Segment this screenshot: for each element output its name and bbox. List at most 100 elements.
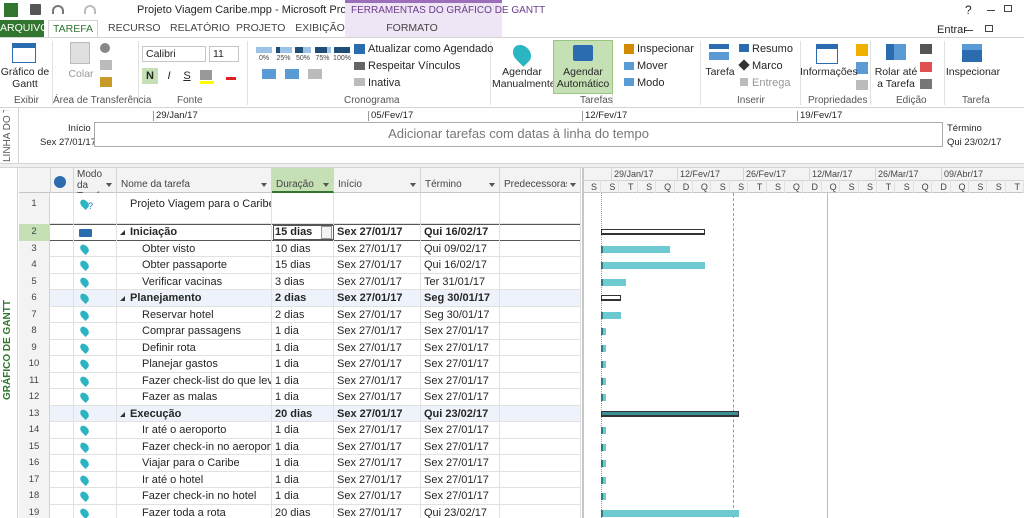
task-start[interactable]: Sex 27/01/17 — [337, 391, 402, 403]
task-finish[interactable]: Sex 27/01/17 — [424, 391, 489, 403]
percent-complete-button[interactable]: 75% — [315, 55, 330, 62]
task-name[interactable]: Obter visto — [142, 242, 196, 255]
ribbon-command[interactable]: Entrega — [752, 77, 791, 89]
percent-complete-button[interactable]: 100% — [333, 55, 351, 62]
ribbon-command[interactable]: Atualizar como Agendado — [368, 43, 494, 55]
task-start[interactable]: Sex 27/01/17 — [337, 242, 402, 255]
table-row[interactable] — [19, 323, 581, 340]
table-row[interactable] — [19, 193, 581, 224]
percent-complete-button[interactable]: 50% — [295, 55, 310, 62]
column-header[interactable]: Modo da Tarefa — [77, 169, 105, 193]
collapse-triangle[interactable] — [120, 296, 125, 301]
column-header[interactable]: Término — [425, 179, 462, 190]
task-name[interactable]: Fazer check-in no aeroporto — [142, 440, 271, 453]
task-name[interactable]: Obter passaporte — [142, 259, 227, 271]
table-row[interactable] — [19, 273, 581, 290]
table-row[interactable] — [19, 504, 581, 518]
table-row[interactable] — [19, 306, 581, 323]
sign-in[interactable]: Entrar — [937, 24, 967, 36]
ribbon-tab[interactable]: FORMATO — [386, 22, 438, 34]
task-name[interactable]: Comprar passagens — [142, 325, 242, 337]
table-row[interactable] — [19, 372, 581, 389]
row-id[interactable]: 16 — [19, 455, 50, 472]
ribbon-tab[interactable]: RELATÓRIO — [170, 22, 230, 34]
task-start[interactable]: Sex 27/01/17 — [337, 325, 402, 337]
help-button[interactable]: ? — [965, 3, 972, 17]
table-row[interactable] — [19, 455, 581, 472]
task-finish[interactable]: Qui 16/02/17 — [424, 259, 487, 271]
task-start[interactable]: Sex 27/01/17 — [337, 407, 403, 420]
task-duration[interactable]: 20 dias — [275, 407, 313, 420]
task-name[interactable]: Definir rota — [142, 341, 196, 354]
task-duration[interactable]: 2 dias — [275, 308, 305, 321]
column-header[interactable]: Início — [338, 179, 362, 190]
table-row[interactable] — [19, 405, 581, 422]
task-start[interactable]: Sex 27/01/17 — [337, 374, 402, 387]
task-finish[interactable]: Sex 27/01/17 — [424, 374, 489, 387]
task-start[interactable]: Sex 27/01/17 — [337, 473, 402, 486]
underline-button[interactable]: S — [183, 70, 191, 82]
ribbon-command[interactable]: Marco — [752, 60, 783, 72]
task-finish[interactable]: Sex 27/01/17 — [424, 341, 489, 354]
ribbon-button-label[interactable]: Rolar até a Tarefa — [874, 66, 918, 90]
task-start[interactable]: Sex 27/01/17 — [337, 358, 402, 370]
task-start[interactable]: Sex 27/01/17 — [337, 275, 402, 288]
task-finish[interactable]: Sex 27/01/17 — [424, 325, 489, 337]
task-duration[interactable]: 1 dia — [275, 341, 299, 354]
ribbon-command[interactable]: Inspecionar — [637, 43, 694, 55]
task-name[interactable]: Execução — [130, 407, 182, 420]
task-name[interactable]: Planejamento — [130, 292, 202, 304]
task-finish[interactable]: Seg 30/01/17 — [424, 308, 490, 321]
task-duration[interactable]: 15 dias — [275, 259, 311, 271]
column-header[interactable]: Predecessoras — [504, 179, 567, 190]
filter-arrow[interactable] — [323, 183, 329, 187]
row-id[interactable]: 7 — [19, 306, 50, 323]
filter-arrow[interactable] — [410, 183, 416, 187]
table-row[interactable] — [19, 488, 581, 505]
task-duration[interactable]: 20 dias — [275, 506, 311, 518]
ribbon-button-label[interactable]: Agendar Automático — [556, 66, 610, 90]
row-id[interactable]: 19 — [19, 504, 50, 518]
task-start[interactable]: Sex 27/01/17 — [337, 259, 402, 271]
task-duration[interactable]: 1 dia — [275, 457, 299, 469]
task-finish[interactable]: Sex 27/01/17 — [424, 440, 489, 453]
task-start[interactable]: Sex 27/01/17 — [337, 424, 402, 436]
font-size-box[interactable]: 11 — [209, 46, 239, 62]
table-row[interactable] — [19, 422, 581, 439]
task-start[interactable]: Sex 27/01/17 — [337, 457, 402, 469]
row-id[interactable]: 5 — [19, 273, 50, 290]
ribbon-button-label[interactable]: Informações — [800, 66, 858, 78]
table-row[interactable] — [19, 471, 581, 488]
task-name[interactable]: Fazer check-list do que levar — [142, 374, 271, 387]
ribbon-tab[interactable]: TAREFA — [48, 20, 98, 38]
task-duration[interactable]: 1 dia — [275, 391, 299, 403]
italic-button[interactable]: I — [167, 70, 171, 82]
task-name[interactable]: Fazer check-in no hotel — [142, 490, 257, 502]
row-id[interactable]: 15 — [19, 438, 50, 455]
row-id[interactable]: 12 — [19, 389, 50, 406]
spinner[interactable] — [321, 226, 332, 239]
task-finish[interactable]: Sex 27/01/17 — [424, 490, 489, 502]
collapse-triangle[interactable] — [120, 411, 125, 417]
task-duration[interactable]: 1 dia — [275, 473, 299, 486]
ribbon-tab[interactable]: RECURSO — [108, 22, 161, 34]
table-row[interactable] — [19, 339, 581, 356]
row-id[interactable]: 14 — [19, 422, 50, 439]
task-start[interactable]: Sex 27/01/17 — [337, 226, 403, 238]
ribbon-command[interactable]: Respeitar Vínculos — [368, 60, 461, 72]
ribbon-button-label[interactable]: Agendar Manualmente — [492, 66, 556, 90]
ribbon-command[interactable]: Resumo — [752, 43, 793, 55]
task-name[interactable]: Fazer toda a rota — [142, 506, 226, 518]
row-id[interactable]: 10 — [19, 356, 50, 373]
row-id[interactable]: 3 — [19, 240, 50, 257]
task-name[interactable]: Reservar hotel — [142, 308, 214, 321]
ribbon-command[interactable]: Inativa — [368, 77, 401, 89]
font-name-box[interactable]: Calibri — [142, 46, 206, 62]
task-finish[interactable]: Sex 27/01/17 — [424, 424, 489, 436]
timeline-placeholder[interactable]: Adicionar tarefas com datas à linha do t… — [388, 126, 649, 141]
row-id[interactable]: 2 — [19, 224, 50, 241]
task-finish[interactable]: Qui 23/02/17 — [424, 407, 489, 420]
task-duration[interactable]: 10 dias — [275, 242, 311, 255]
task-start[interactable]: Sex 27/01/17 — [337, 490, 402, 502]
filter-arrow[interactable] — [261, 183, 267, 187]
